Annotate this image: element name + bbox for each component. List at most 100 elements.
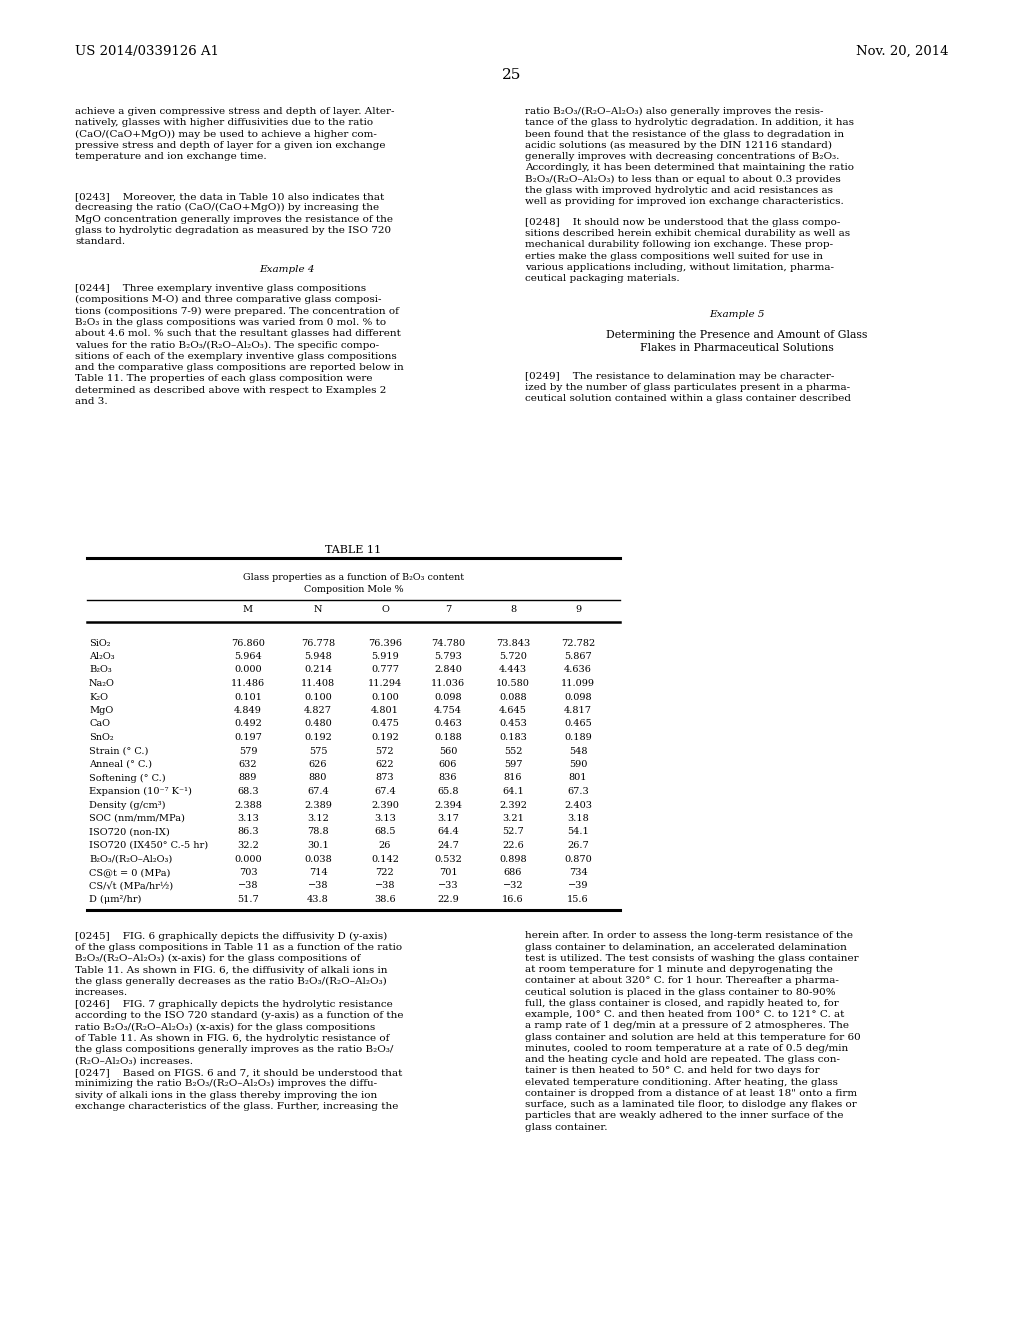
- Text: B₂O₃: B₂O₃: [89, 665, 112, 675]
- Text: 0.192: 0.192: [304, 733, 332, 742]
- Text: 548: 548: [568, 747, 587, 755]
- Text: 67.4: 67.4: [374, 787, 396, 796]
- Text: N: N: [313, 605, 323, 614]
- Text: 0.480: 0.480: [304, 719, 332, 729]
- Text: 0.098: 0.098: [564, 693, 592, 701]
- Text: 579: 579: [239, 747, 257, 755]
- Text: CS@t = 0 (MPa): CS@t = 0 (MPa): [89, 869, 170, 876]
- Text: 3.21: 3.21: [502, 814, 524, 822]
- Text: 0.475: 0.475: [371, 719, 399, 729]
- Text: 0.183: 0.183: [499, 733, 527, 742]
- Text: 0.098: 0.098: [434, 693, 462, 701]
- Text: 11.486: 11.486: [231, 678, 265, 688]
- Text: −38: −38: [238, 882, 258, 891]
- Text: 0.188: 0.188: [434, 733, 462, 742]
- Text: 11.099: 11.099: [561, 678, 595, 688]
- Text: 0.465: 0.465: [564, 719, 592, 729]
- Text: 816: 816: [504, 774, 522, 783]
- Text: Example 4: Example 4: [259, 265, 314, 275]
- Text: 701: 701: [438, 869, 458, 876]
- Text: 24.7: 24.7: [437, 841, 459, 850]
- Text: Strain (° C.): Strain (° C.): [89, 747, 148, 755]
- Text: 8: 8: [510, 605, 516, 614]
- Text: 734: 734: [568, 869, 588, 876]
- Text: 76.860: 76.860: [231, 639, 265, 648]
- Text: 86.3: 86.3: [238, 828, 259, 837]
- Text: Nov. 20, 2014: Nov. 20, 2014: [856, 45, 949, 58]
- Text: 2.840: 2.840: [434, 665, 462, 675]
- Text: US 2014/0339126 A1: US 2014/0339126 A1: [75, 45, 219, 58]
- Text: achieve a given compressive stress and depth of layer. Alter-
natively, glasses : achieve a given compressive stress and d…: [75, 107, 394, 161]
- Text: 626: 626: [309, 760, 328, 770]
- Text: 7: 7: [444, 605, 452, 614]
- Text: 22.6: 22.6: [502, 841, 524, 850]
- Text: 2.394: 2.394: [434, 800, 462, 809]
- Text: 0.189: 0.189: [564, 733, 592, 742]
- Text: O: O: [381, 605, 389, 614]
- Text: 0.898: 0.898: [499, 854, 526, 863]
- Text: 0.142: 0.142: [371, 854, 399, 863]
- Text: 0.192: 0.192: [371, 733, 399, 742]
- Text: 632: 632: [239, 760, 257, 770]
- Text: 3.13: 3.13: [374, 814, 396, 822]
- Text: ratio B₂O₃/(R₂O–Al₂O₃) also generally improves the resis-
tance of the glass to : ratio B₂O₃/(R₂O–Al₂O₃) also generally im…: [525, 107, 854, 206]
- Text: Softening (° C.): Softening (° C.): [89, 774, 166, 783]
- Text: 4.754: 4.754: [434, 706, 462, 715]
- Text: 2.389: 2.389: [304, 800, 332, 809]
- Text: 572: 572: [376, 747, 394, 755]
- Text: 0.453: 0.453: [499, 719, 527, 729]
- Text: Density (g/cm³): Density (g/cm³): [89, 800, 166, 809]
- Text: 714: 714: [308, 869, 328, 876]
- Text: 3.17: 3.17: [437, 814, 459, 822]
- Text: 38.6: 38.6: [374, 895, 396, 904]
- Text: 54.1: 54.1: [567, 828, 589, 837]
- Text: 4.801: 4.801: [371, 706, 399, 715]
- Text: 22.9: 22.9: [437, 895, 459, 904]
- Text: 4.645: 4.645: [499, 706, 527, 715]
- Text: 2.392: 2.392: [499, 800, 527, 809]
- Text: −38: −38: [308, 882, 329, 891]
- Text: 4.443: 4.443: [499, 665, 527, 675]
- Text: 2.403: 2.403: [564, 800, 592, 809]
- Text: 836: 836: [438, 774, 458, 783]
- Text: 68.3: 68.3: [238, 787, 259, 796]
- Text: 74.780: 74.780: [431, 639, 465, 648]
- Text: 4.817: 4.817: [564, 706, 592, 715]
- Text: Composition Mole %: Composition Mole %: [304, 585, 403, 594]
- Text: Na₂O: Na₂O: [89, 678, 115, 688]
- Text: 3.13: 3.13: [238, 814, 259, 822]
- Text: 622: 622: [376, 760, 394, 770]
- Text: [0248]    It should now be understood that the glass compo-
sitions described he: [0248] It should now be understood that …: [525, 218, 850, 284]
- Text: 560: 560: [439, 747, 457, 755]
- Text: ISO720 (IX450° C.-5 hr): ISO720 (IX450° C.-5 hr): [89, 841, 208, 850]
- Text: [0243]    Moreover, the data in Table 10 also indicates that
decreasing the rati: [0243] Moreover, the data in Table 10 al…: [75, 191, 393, 246]
- Text: 52.7: 52.7: [502, 828, 524, 837]
- Text: 10.580: 10.580: [496, 678, 530, 688]
- Text: 0.777: 0.777: [371, 665, 399, 675]
- Text: 51.7: 51.7: [238, 895, 259, 904]
- Text: 0.214: 0.214: [304, 665, 332, 675]
- Text: −38: −38: [375, 882, 395, 891]
- Text: 0.101: 0.101: [234, 693, 262, 701]
- Text: 590: 590: [568, 760, 587, 770]
- Text: [0249]    The resistance to delamination may be character-
ized by the number of: [0249] The resistance to delamination ma…: [525, 372, 851, 404]
- Text: 9: 9: [574, 605, 581, 614]
- Text: 16.6: 16.6: [502, 895, 524, 904]
- Text: D (μm²/hr): D (μm²/hr): [89, 895, 141, 904]
- Text: 26: 26: [379, 841, 391, 850]
- Text: 0.038: 0.038: [304, 854, 332, 863]
- Text: CS/√t (MPa/hr½): CS/√t (MPa/hr½): [89, 882, 173, 891]
- Text: 873: 873: [376, 774, 394, 783]
- Text: Determining the Presence and Amount of Glass
Flakes in Pharmaceutical Solutions: Determining the Presence and Amount of G…: [606, 330, 867, 354]
- Text: M: M: [243, 605, 253, 614]
- Text: [0246]    FIG. 7 graphically depicts the hydrolytic resistance
according to the : [0246] FIG. 7 graphically depicts the hy…: [75, 999, 403, 1065]
- Text: 0.463: 0.463: [434, 719, 462, 729]
- Text: 26.7: 26.7: [567, 841, 589, 850]
- Text: 0.532: 0.532: [434, 854, 462, 863]
- Text: 25: 25: [503, 69, 521, 82]
- Text: Anneal (° C.): Anneal (° C.): [89, 760, 152, 770]
- Text: Glass properties as a function of B₂O₃ content: Glass properties as a function of B₂O₃ c…: [243, 573, 464, 582]
- Text: 703: 703: [239, 869, 257, 876]
- Text: 5.793: 5.793: [434, 652, 462, 661]
- Text: 78.8: 78.8: [307, 828, 329, 837]
